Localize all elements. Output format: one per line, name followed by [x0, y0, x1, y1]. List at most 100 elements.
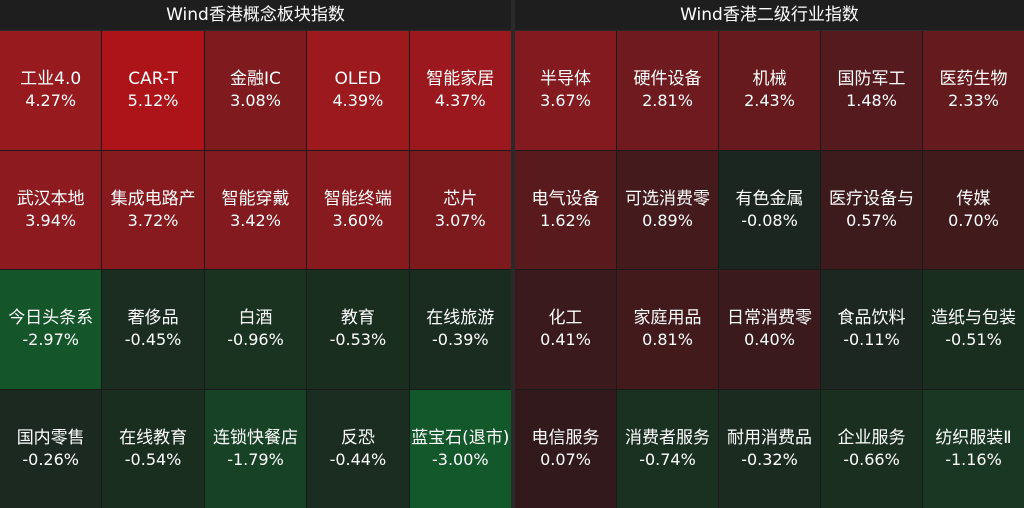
cell-name: 家庭用品 [633, 308, 702, 329]
cell-name: 白酒 [238, 308, 273, 329]
heatmap-cell[interactable]: 蓝宝石(退市) -3.00% [409, 389, 511, 508]
cell-name: 集成电路产 [110, 188, 196, 209]
heatmap-cell[interactable]: 医疗设备与 0.57% [821, 150, 922, 269]
cell-name: 智能家居 [426, 69, 495, 90]
cell-name: 企业服务 [837, 427, 906, 448]
heatmap-cell[interactable]: 可选消费零 0.89% [617, 150, 718, 269]
heatmap-cell[interactable]: 金融IC 3.08% [204, 31, 307, 150]
heatmap-cell[interactable]: 武汉本地 3.94% [0, 150, 102, 269]
heatmap-cell[interactable]: 机械 2.43% [719, 31, 820, 150]
heatmap-cell[interactable]: CAR-T 5.12% [102, 31, 204, 150]
heatmap-cell[interactable]: 国内零售 -0.26% [0, 389, 102, 508]
heatmap-cell[interactable]: 消费者服务 -0.74% [617, 389, 718, 508]
heatmap-cell[interactable]: 教育 -0.53% [307, 270, 409, 389]
cell-change: -0.44% [329, 449, 387, 469]
cell-change: -0.08% [741, 210, 798, 230]
cell-change: -0.66% [843, 449, 900, 469]
cell-name: CAR-T [128, 69, 178, 90]
heatmap-cell[interactable]: 白酒 -0.96% [204, 270, 307, 389]
cell-change: -0.39% [431, 330, 489, 350]
heatmap-cell[interactable]: 半导体 3.67% [515, 31, 616, 150]
cell-name: 智能终端 [323, 188, 392, 209]
cell-change: 3.07% [434, 210, 486, 230]
cell-change: 3.60% [332, 210, 384, 230]
cell-change: 4.39% [332, 91, 384, 111]
heatmap-cell[interactable]: 硬件设备 2.81% [617, 31, 718, 150]
cell-name: 消费者服务 [625, 427, 710, 448]
heatmap-cell[interactable]: 造纸与包装 -0.51% [923, 270, 1024, 389]
heatmap-cell[interactable]: 智能终端 3.60% [307, 150, 409, 269]
concept-index-panel: Wind香港概念板块指数 工业4.0 4.27% CAR-T 5.12% 金融IC 3… [0, 0, 511, 508]
heatmap-cell[interactable]: 传媒 0.70% [923, 150, 1024, 269]
cell-name: 电信服务 [531, 427, 600, 448]
heatmap-cell[interactable]: 在线旅游 -0.39% [409, 270, 511, 389]
heatmap-cell[interactable]: 在线教育 -0.54% [102, 389, 204, 508]
heatmap-cell[interactable]: 家庭用品 0.81% [617, 270, 718, 389]
heatmap-cell[interactable]: 奢侈品 -0.45% [102, 270, 204, 389]
heatmap-cell[interactable]: OLED 4.39% [307, 31, 409, 150]
cell-change: 1.48% [846, 91, 897, 111]
cell-name: 传媒 [956, 188, 991, 209]
heatmap-cell[interactable]: 企业服务 -0.66% [821, 389, 922, 508]
cell-name: 金融IC [230, 69, 281, 90]
heatmap-cell[interactable]: 电气设备 1.62% [515, 150, 616, 269]
cell-name: 硬件设备 [633, 69, 702, 90]
heatmap-cell[interactable]: 纺织服装Ⅱ -1.16% [923, 389, 1024, 508]
heatmap-cell[interactable]: 医药生物 2.33% [923, 31, 1024, 150]
heatmap-cell[interactable]: 耐用消费品 -0.32% [719, 389, 820, 508]
cell-change: -3.00% [431, 449, 489, 469]
cell-change: -0.74% [639, 449, 696, 469]
cell-change: 0.41% [540, 330, 591, 350]
heatmap-cell[interactable]: 食品饮料 -0.11% [821, 270, 922, 389]
cell-name: 日常消费零 [727, 308, 812, 329]
cell-change: 3.08% [230, 91, 281, 111]
cell-change: 3.67% [540, 91, 591, 111]
heatmap-cell[interactable]: 工业4.0 4.27% [0, 31, 102, 150]
cell-name: 反恐 [340, 427, 375, 448]
heatmap-cell[interactable]: 电信服务 0.07% [515, 389, 616, 508]
panel-divider [511, 0, 515, 508]
concept-index-panel-title: Wind香港概念板块指数 [0, 0, 511, 31]
industry-index-panel: Wind香港二级行业指数 半导体 3.67% 硬件设备 2.81% 机械 2.43% … [515, 0, 1024, 508]
cell-change: -1.79% [227, 449, 284, 469]
cell-change: 4.27% [25, 91, 77, 111]
cell-name: 可选消费零 [625, 188, 710, 209]
concept-index-grid: 工业4.0 4.27% CAR-T 5.12% 金融IC 3.08% OLED 4.39… [0, 31, 511, 508]
heatmap-cell[interactable]: 日常消费零 0.40% [719, 270, 820, 389]
heatmap-cell[interactable]: 智能家居 4.37% [409, 31, 511, 150]
cell-change: 0.57% [846, 210, 897, 230]
cell-change: 5.12% [127, 91, 179, 111]
cell-name: 国防军工 [837, 69, 906, 90]
cell-name: 医药生物 [939, 69, 1008, 90]
heatmap-cell[interactable]: 化工 0.41% [515, 270, 616, 389]
cell-name: 奢侈品 [127, 308, 179, 329]
heatmap-cell[interactable]: 有色金属 -0.08% [719, 150, 820, 269]
cell-name: 造纸与包装 [931, 308, 1016, 329]
cell-change: -0.54% [124, 449, 182, 469]
cell-name: OLED [334, 69, 382, 90]
cell-name: 连锁快餐店 [212, 427, 298, 448]
cell-change: -0.26% [22, 449, 79, 469]
cell-name: 在线教育 [119, 427, 188, 448]
heatmap-cell[interactable]: 连锁快餐店 -1.79% [204, 389, 307, 508]
cell-change: -2.97% [22, 330, 79, 350]
cell-name: 医疗设备与 [829, 188, 914, 209]
heatmap-cell[interactable]: 集成电路产 3.72% [102, 150, 204, 269]
heatmap-cell[interactable]: 今日头条系 -2.97% [0, 270, 102, 389]
heatmap-cell[interactable]: 智能穿戴 3.42% [204, 150, 307, 269]
heatmap-cell[interactable]: 芯片 3.07% [409, 150, 511, 269]
cell-name: 芯片 [443, 188, 478, 209]
cell-change: 1.62% [540, 210, 591, 230]
cell-name: 今日头条系 [8, 308, 94, 329]
heatmap-cell[interactable]: 反恐 -0.44% [307, 389, 409, 508]
cell-change: 3.42% [230, 210, 281, 230]
cell-change: -0.45% [124, 330, 182, 350]
cell-change: -0.11% [843, 330, 900, 350]
heatmap-cell[interactable]: 国防军工 1.48% [821, 31, 922, 150]
cell-name: 智能穿戴 [221, 188, 290, 209]
cell-change: 3.72% [127, 210, 179, 230]
cell-change: 0.07% [540, 449, 591, 469]
cell-name: 在线旅游 [426, 308, 495, 329]
industry-index-grid: 半导体 3.67% 硬件设备 2.81% 机械 2.43% 国防军工 1.48% 医药生… [515, 31, 1024, 508]
cell-change: -0.51% [945, 330, 1002, 350]
